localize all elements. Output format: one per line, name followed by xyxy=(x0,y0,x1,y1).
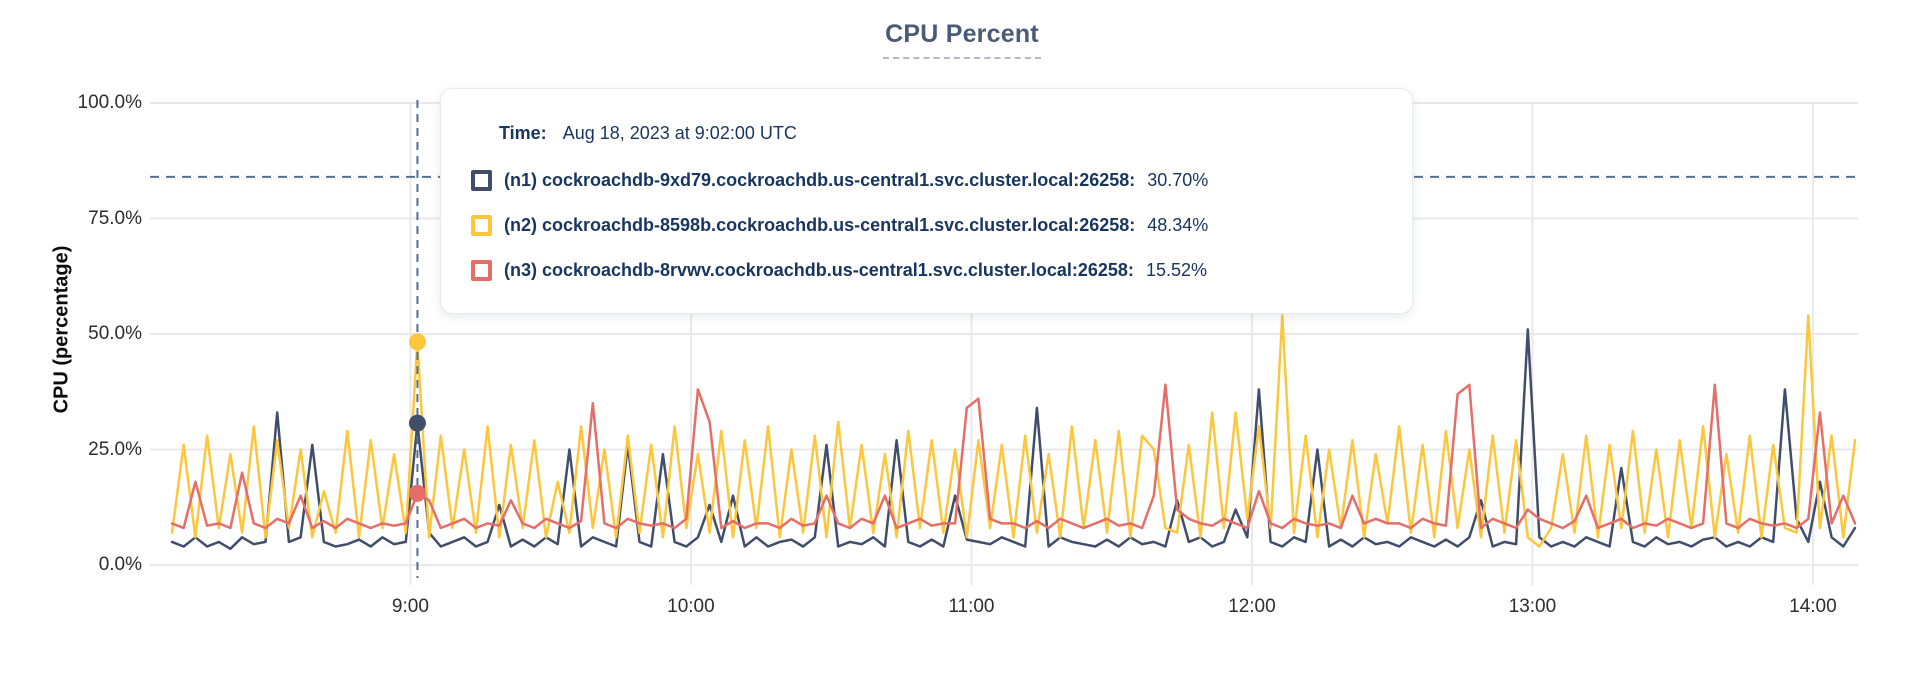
x-axis-tick-label: 14:00 xyxy=(1789,596,1837,617)
series-marker-n2-icon xyxy=(471,215,492,236)
tooltip-series-row-n1: (n1) cockroachdb-9xd79.cockroachdb.us-ce… xyxy=(471,158,1412,203)
tooltip-series-row-n3: (n3) cockroachdb-8rvwv.cockroachdb.us-ce… xyxy=(471,248,1412,293)
series-line-n1 xyxy=(170,328,1857,551)
y-axis-tick-label: 100.0% xyxy=(77,92,142,113)
series-line-n3 xyxy=(170,383,1857,530)
tooltip-series-name: (n1) cockroachdb-9xd79.cockroachdb.us-ce… xyxy=(504,170,1136,190)
x-axis-tick-label: 12:00 xyxy=(1228,596,1276,617)
tooltip-series-value: 48.34% xyxy=(1147,215,1209,235)
tooltip-time-value: Aug 18, 2023 at 9:02:00 UTC xyxy=(562,122,797,143)
y-axis-tick-label: 0.0% xyxy=(98,554,142,575)
x-axis-tick-label: 9:00 xyxy=(391,596,429,617)
hover-point-n3 xyxy=(408,484,426,502)
series-line-n2 xyxy=(170,314,1857,548)
x-axis-tick-label: 10:00 xyxy=(667,596,715,617)
tooltip-series-name: (n2) cockroachdb-8598b.cockroachdb.us-ce… xyxy=(504,215,1136,235)
tooltip-series-name: (n3) cockroachdb-8rvwv.cockroachdb.us-ce… xyxy=(504,260,1134,280)
hover-point-n1 xyxy=(408,414,426,432)
chart-title: CPU Percent xyxy=(883,20,1041,59)
hover-point-n2 xyxy=(408,333,426,351)
y-axis-tick-label: 75.0% xyxy=(88,207,142,229)
tooltip-series-value: 15.52% xyxy=(1145,260,1207,280)
tooltip-time-row: Time: Aug 18, 2023 at 9:02:00 UTC xyxy=(499,121,1412,145)
series-marker-n1-icon xyxy=(471,170,492,191)
chart-title-wrap: CPU Percent xyxy=(0,20,1924,59)
y-axis-tick-label: 50.0% xyxy=(88,323,142,344)
y-axis-tick-label: 25.0% xyxy=(88,438,142,460)
hover-tooltip: Time: Aug 18, 2023 at 9:02:00 UTC (n1) c… xyxy=(440,88,1413,314)
x-axis-tick-label: 11:00 xyxy=(948,596,995,617)
tooltip-series-value: 30.70% xyxy=(1147,170,1209,190)
x-axis-tick-label: 13:00 xyxy=(1508,596,1557,617)
tooltip-series-row-n2: (n2) cockroachdb-8598b.cockroachdb.us-ce… xyxy=(471,203,1412,248)
tooltip-time-label: Time: xyxy=(499,122,547,143)
series-marker-n3-icon xyxy=(471,260,492,281)
